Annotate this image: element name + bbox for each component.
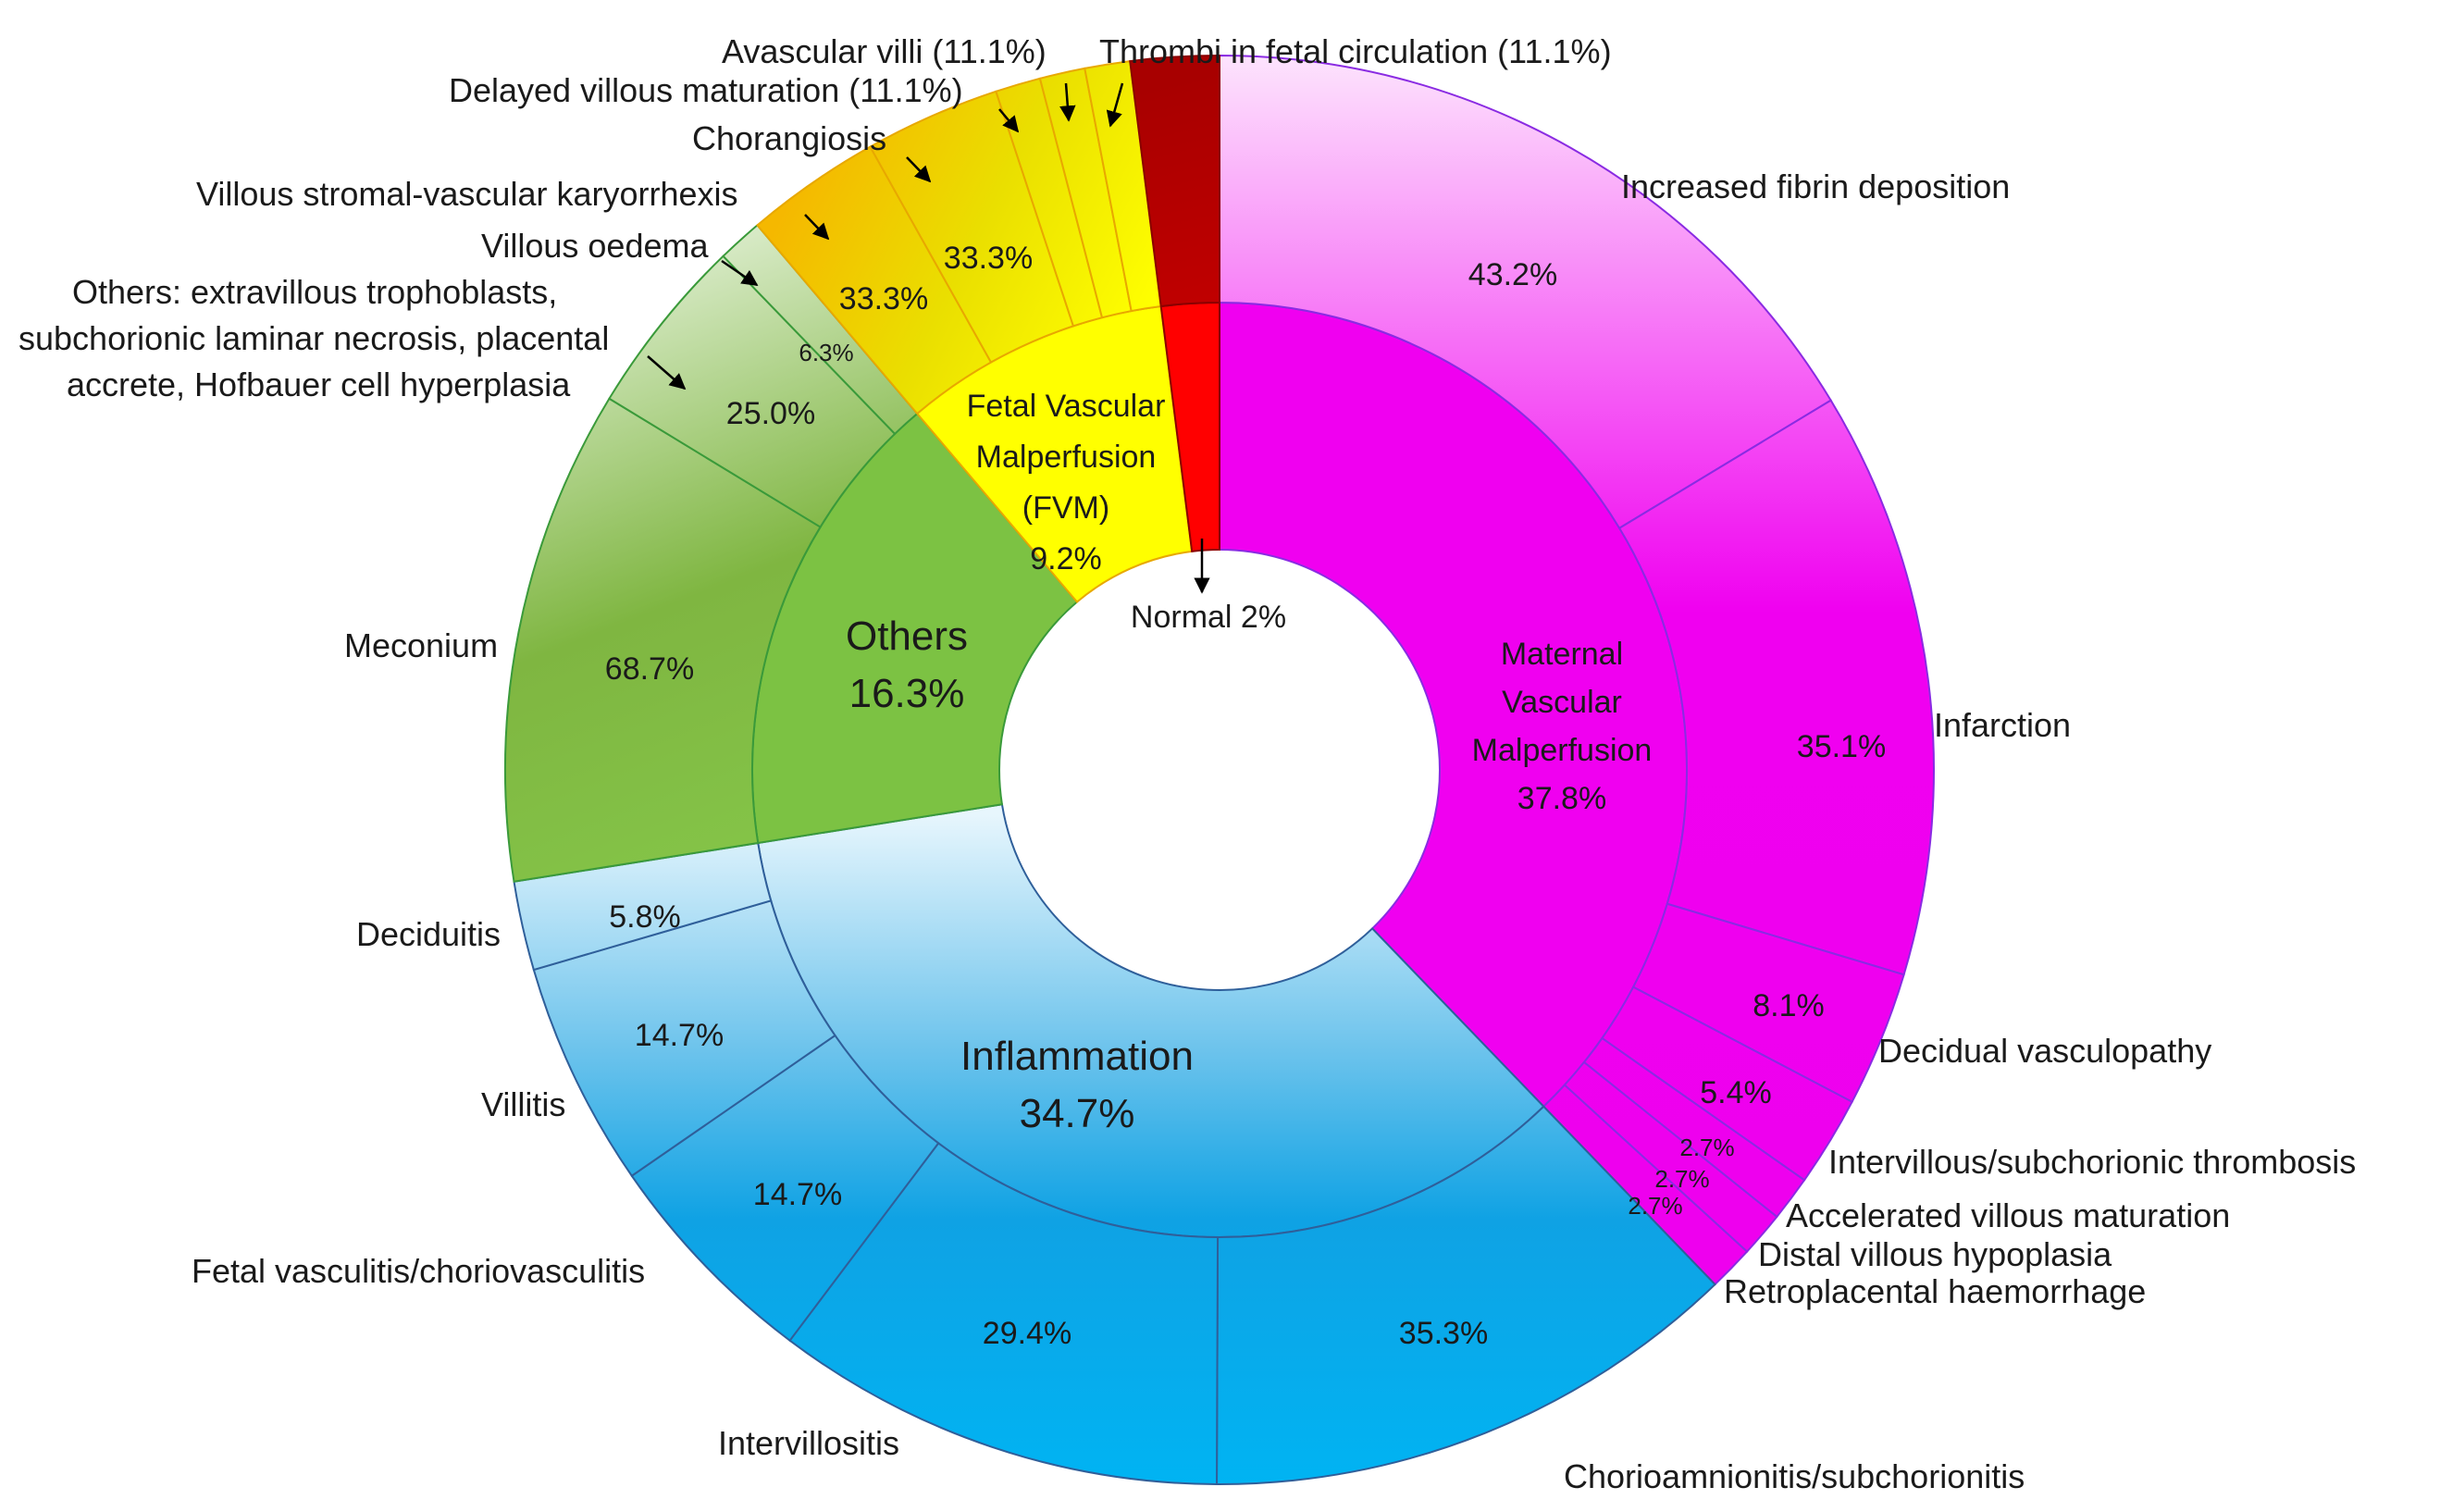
outer-ring	[504, 54, 1935, 1485]
label-thrombi-in-fetal-circulation-11-1: Thrombi in fetal circulation (11.1%)	[1099, 32, 1612, 70]
label-retroplacental-haemorrhage: Retroplacental haemorrhage	[1724, 1272, 2146, 1310]
outer-slice-normal	[1129, 54, 1220, 308]
inner-label-inf-1: 34.7%	[1020, 1091, 1135, 1136]
pct-label-accelerated-villous-maturation: 2.7%	[1679, 1134, 1734, 1161]
inner-label-fvm-0: Fetal Vascular	[967, 389, 1166, 424]
pct-label-chorioamnionitis-subchorionitis: 35.3%	[1399, 1316, 1488, 1351]
arrow-others-misc	[647, 355, 687, 390]
label-fetal-vasculitis-choriovasculitis: Fetal vasculitis/choriovasculitis	[192, 1252, 645, 1290]
inner-label-fvm-3: 9.2%	[1030, 541, 1102, 576]
arrow-delayed	[998, 108, 1020, 133]
leader-lines	[647, 82, 1210, 594]
inner-label-mvm-0: Maternal	[1501, 637, 1623, 672]
label-infarction: Infarction	[1934, 706, 2071, 744]
pct-label-decidual-vasculopathy: 8.1%	[1753, 988, 1825, 1023]
outer-slice-meconium	[504, 397, 822, 883]
pct-label-increased-fibrin-deposition: 43.2%	[1468, 257, 1557, 292]
inner-label-mvm-3: 37.8%	[1517, 781, 1606, 816]
outer-slice-infarction	[1617, 399, 1935, 976]
label-villous-stromal-vascular-karyorrhexis: Villous stromal-vascular karyorrhexis	[196, 175, 738, 213]
label-chorioamnionitis-subchorionitis: Chorioamnionitis/subchorionitis	[1564, 1457, 2025, 1495]
pct-label-infarction: 35.1%	[1797, 729, 1886, 764]
label-delayed-villous-maturation-11-1: Delayed villous maturation (11.1%)	[449, 71, 963, 109]
arrow-karyorrhexis	[804, 214, 830, 241]
labels: Maternal Vascular Malperfusion 37.8% Inflamm…	[19, 32, 2356, 1495]
label-villitis: Villitis	[481, 1085, 565, 1123]
arrow-thrombi	[1106, 82, 1124, 128]
inner-label-oth-0: Others	[846, 613, 968, 659]
pct-label-meconium: 68.7%	[605, 651, 694, 687]
pct-label-fetal-vasculitis-choriovasculitis: 14.7%	[753, 1177, 842, 1212]
pct-label-chorangiosis: 33.3%	[944, 241, 1033, 276]
label-increased-fibrin-deposition: Increased fibrin deposition	[1621, 167, 2010, 205]
arrow-oedema	[721, 259, 759, 287]
pct-label-intervillositis: 29.4%	[983, 1316, 1071, 1351]
pct-label-deciduitis: 5.8%	[609, 899, 681, 935]
arrow-chorangiosis	[906, 156, 932, 183]
inner-label-inf-0: Inflammation	[960, 1034, 1194, 1079]
arrow-avascular	[1059, 82, 1076, 122]
label-chorangiosis: Chorangiosis	[692, 119, 886, 157]
label-others-misc-1: subchorionic laminar necrosis, placental	[19, 319, 609, 357]
label-others-misc-2: accrete, Hofbauer cell hyperplasia	[67, 366, 571, 403]
label-intervillositis: Intervillositis	[718, 1424, 899, 1462]
inner-label-mvm-1: Vascular	[1502, 685, 1622, 720]
label-intervillous-subchorionic-thrombosis: Intervillous/subchorionic thrombosis	[1828, 1143, 2356, 1181]
pct-label-retroplacental-haemorrhage: 2.7%	[1628, 1192, 1682, 1220]
label-deciduitis: Deciduitis	[356, 915, 501, 953]
pct-label-distal-villous-hypoplasia: 2.7%	[1654, 1165, 1709, 1193]
outer-slice-increased-fibrin-deposition	[1219, 54, 1833, 530]
label-avascular-villi-11-1: Avascular villi (11.1%)	[722, 32, 1047, 70]
inner-label-oth-1: 16.3%	[849, 671, 965, 716]
inner-label-fvm-1: Malperfusion	[976, 440, 1157, 475]
outer-slice-chorioamnionitis-subchorionitis	[1216, 1105, 1716, 1485]
pct-label-intervillous-subchorionic-thrombosis: 5.4%	[1700, 1075, 1772, 1110]
label-distal-villous-hypoplasia: Distal villous hypoplasia	[1758, 1235, 2112, 1273]
label-villous-oedema: Villous oedema	[481, 227, 709, 265]
label-others-misc-0: Others: extravillous trophoblasts,	[72, 273, 557, 311]
label-decidual-vasculopathy: Decidual vasculopathy	[1878, 1032, 2211, 1070]
inner-ring	[751, 301, 1688, 1238]
inner-label-mvm-2: Malperfusion	[1472, 733, 1653, 768]
pct-label-villous-stromal-vascular-karyorrhexis: 33.3%	[839, 281, 928, 316]
inner-label-fvm-2: (FVM)	[1022, 490, 1109, 526]
pct-label-villous-oedema: 6.3%	[799, 339, 853, 366]
label-accelerated-villous-maturation: Accelerated villous maturation	[1786, 1196, 2230, 1234]
inner-label-normal: Normal 2%	[1131, 600, 1286, 635]
pct-label-others-misc: 25.0%	[726, 396, 815, 431]
label-meconium: Meconium	[344, 626, 498, 664]
pct-label-villitis: 14.7%	[635, 1018, 724, 1053]
